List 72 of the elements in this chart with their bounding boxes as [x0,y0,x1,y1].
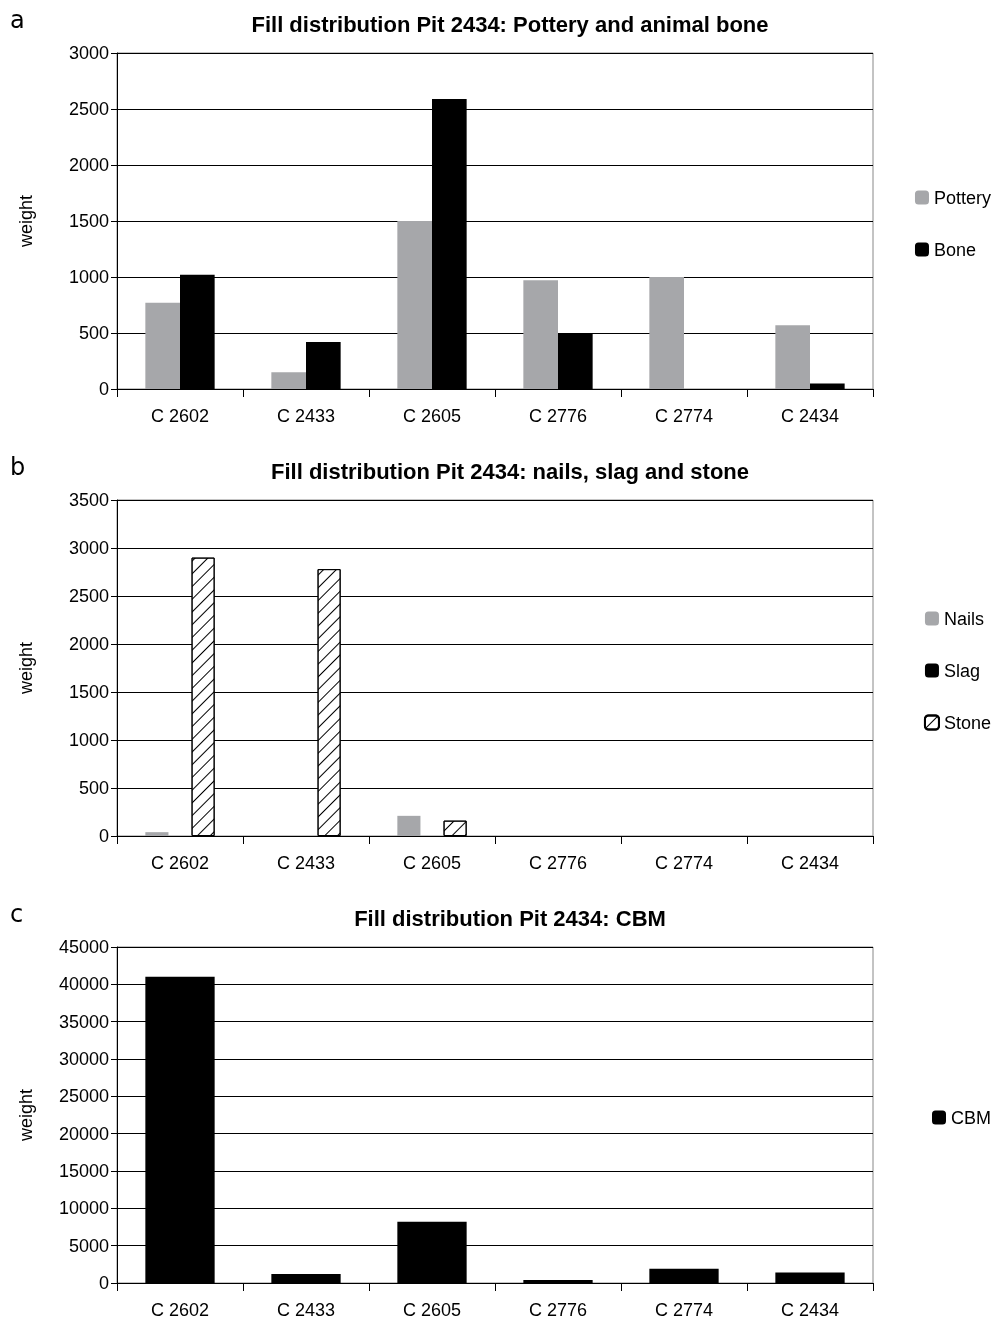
bar [649,1268,719,1283]
y-tick-label: 30000 [58,1049,109,1069]
x-tick-label: C 2774 [654,1300,714,1320]
y-axis-title: weight [16,194,36,249]
bar [649,277,684,389]
chart-title: Fill distribution Pit 2434: Pottery and animal bone [251,11,769,37]
chart-title: Fill distribution Pit 2434: nails, slag and stone [271,458,749,484]
y-tick-label: 2500 [68,99,109,119]
y-tick-label: 0 [98,1273,109,1293]
x-tick-label: C 2602 [150,406,210,426]
y-tick-label: 0 [98,826,109,846]
bar [397,221,432,389]
x-tick-label: C 2605 [402,1300,462,1320]
text: a [10,6,25,34]
x-tick-label: C 2776 [528,853,588,873]
legend-label: CBM [951,1107,991,1128]
legend-label: Nails [943,608,984,629]
bar [271,1274,341,1283]
text: c [10,900,24,928]
x-tick-label: C 2605 [402,406,462,426]
x-tick-label: C 2434 [780,1300,840,1320]
bar [397,815,421,836]
y-tick-label: 3000 [68,43,109,63]
x-tick-label: C 2433 [276,1300,336,1320]
y-tick-label: 45000 [58,937,109,957]
x-tick-label: C 2605 [402,853,462,873]
y-axis-title: weight [16,1088,36,1143]
y-tick-label: 20000 [58,1123,109,1144]
legend-label: Stone [943,712,992,733]
x-tick-label: C 2776 [528,1300,588,1320]
x-tick-label: C 2433 [276,853,336,873]
text: b [10,453,26,481]
legend-label: Slag [943,660,980,681]
y-tick-label: 500 [78,778,109,798]
y-tick-label: 10000 [58,1198,109,1219]
legend-label: Pottery [933,187,992,208]
y-tick-label: 15000 [58,1161,109,1181]
chart-title: Fill distribution Pit 2434: CBM [354,905,666,931]
x-tick-label: C 2434 [780,853,840,873]
y-tick-label: 2500 [68,586,109,606]
y-tick-label: 2000 [68,155,109,175]
bar [306,341,341,389]
y-tick-label: 0 [98,379,109,399]
bar [523,280,558,389]
x-tick-label: C 2774 [654,853,714,873]
x-tick-label: C 2602 [150,853,210,873]
bar [810,383,845,389]
x-tick-label: C 2433 [276,406,336,426]
y-tick-label: 1000 [68,730,109,750]
x-tick-label: C 2774 [654,406,714,426]
y-tick-label: 40000 [58,974,109,995]
y-tick-label: 3500 [68,490,109,510]
bar [271,372,306,389]
y-tick-label: 500 [78,323,109,343]
y-tick-label: 5000 [68,1235,109,1256]
x-tick-label: C 2602 [150,1300,210,1320]
x-tick-label: C 2434 [780,406,840,426]
x-tick-label: C 2776 [528,406,588,426]
y-tick-label: 1000 [68,267,109,287]
y-tick-label: 3000 [68,538,109,558]
bar [523,1280,593,1283]
y-tick-label: 35000 [58,1011,109,1032]
bar [775,325,810,389]
bar [145,832,169,836]
bar [775,1272,845,1283]
y-tick-label: 1500 [68,682,109,702]
y-axis-title: weight [16,641,36,696]
legend-label: Bone [933,239,977,260]
y-tick-label: 25000 [58,1086,109,1107]
y-tick-label: 1500 [68,211,109,231]
bar [145,302,180,389]
y-tick-label: 2000 [68,634,109,654]
